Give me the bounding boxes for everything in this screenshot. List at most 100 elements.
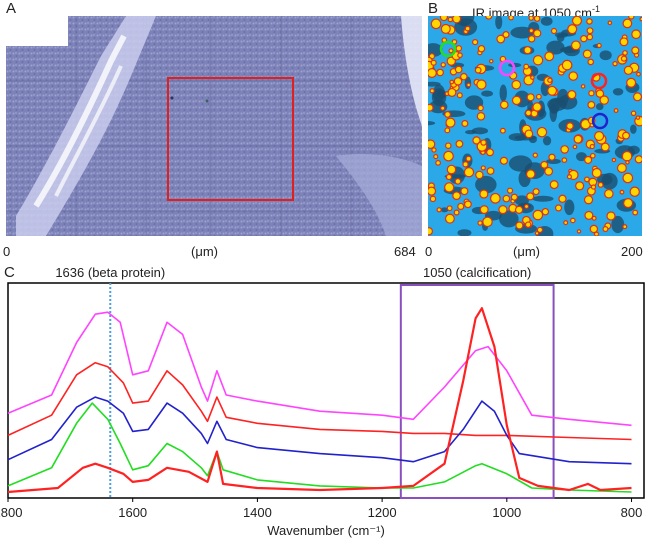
ir-dark-region [495,16,503,30]
ir-hotspot [434,155,438,158]
ir-hotspot [473,137,480,144]
ir-hotspot [428,228,432,235]
ir-hotspot [533,189,539,194]
ir-hotspot [592,185,595,189]
x-tick-label: 1000 [492,505,521,520]
ir-hotspot [476,171,483,178]
ir-hotspot [516,222,523,229]
ir-hotspot [455,179,461,184]
ir-hotspot [480,190,488,198]
ir-dark-region [564,199,575,216]
ir-hotspot [453,16,461,23]
ir-hotspot [445,128,450,133]
calcification-label: 1050 (calcification) [423,265,531,280]
panel-b-axis-start: 0 [425,244,433,259]
ir-hotspot [446,118,455,127]
ir-hotspot [595,132,603,140]
panel-a-axis-unit: (μm) [191,244,218,259]
ir-hotspot [447,206,452,210]
ir-image [428,16,642,236]
ir-hotspot [600,96,608,104]
mosaic-gap [6,16,68,46]
ir-hotspot [529,29,533,33]
ir-hotspot [478,46,484,52]
ir-hotspot [437,69,443,76]
ir-hotspot [548,78,552,82]
calcified-band [16,16,156,236]
ir-hotspot [527,94,534,101]
ir-hotspot [508,188,512,193]
ir-hotspot [633,210,637,215]
ir-hotspot [529,36,535,42]
ir-hotspot [501,129,505,133]
ir-hotspot [564,221,567,224]
ir-hotspot [537,128,546,137]
ir-hotspot [612,158,615,161]
ir-hotspot [590,145,594,148]
spectrum-line-red-calcified [7,307,632,494]
ir-hotspot [533,210,542,220]
x-tick-label: 1800 [0,505,22,520]
ir-hotspot [490,60,493,63]
ir-hotspot [473,40,478,44]
ir-hotspot [446,143,451,148]
roi-marker-dot [170,96,174,100]
ir-dark-region [499,210,519,228]
ir-hotspot [478,221,482,225]
ir-hotspot [454,78,462,85]
ir-hotspot [568,25,577,33]
ir-dark-region [475,175,497,194]
ir-hotspot [461,188,468,194]
ir-hotspot [537,95,541,99]
ir-hotspot [428,69,436,77]
ir-hotspot [523,67,531,75]
ir-dark-region [428,121,436,126]
ir-hotspot [637,73,640,76]
ir-hotspot [445,183,454,192]
ir-hotspot [572,41,580,50]
ir-hotspot [622,56,626,61]
ir-hotspot [623,51,627,55]
panel-b-axis-end: 200 [621,244,643,259]
ir-hotspot [450,80,453,84]
spectrum-line-red [7,361,632,441]
panel-b-letter: B [428,0,439,17]
ir-hotspot [456,141,463,147]
ir-hotspot [447,165,456,174]
ir-hotspot [463,162,468,167]
ir-dark-region [557,88,569,107]
ir-hotspot [585,157,591,163]
panel-a-letter: A [6,0,17,17]
ir-hotspot [458,204,464,209]
ir-dark-region [499,84,507,102]
ir-hotspot [465,26,470,31]
ir-hotspot [583,50,591,58]
ir-hotspot [623,19,632,28]
ir-hotspot [432,148,436,152]
ir-hotspot [545,52,553,60]
ir-hotspot [476,68,481,73]
ir-hotspot [634,93,641,101]
ir-hotspot [588,59,593,65]
ir-hotspot [573,16,581,25]
mosaic-tile-seams [6,16,422,236]
ir-dark-region [540,16,553,26]
beta-protein-label: 1636 (beta protein) [55,265,165,280]
ir-hotspot [500,57,505,62]
ir-hotspot [568,91,576,98]
spectrum-line-blue [7,396,632,465]
ir-hotspot [428,104,433,111]
ir-hotspot [535,16,540,21]
ir-hotspot [624,199,632,207]
ir-dark-region [576,152,587,162]
ir-dark-region [481,90,493,97]
x-tick-label: 1200 [368,505,397,520]
ir-hotspot [462,121,468,126]
ir-hotspot [531,110,538,117]
ir-hotspot [626,161,629,164]
ir-hotspot [548,87,556,95]
ir-hotspot [541,162,548,168]
ir-hotspot [623,132,629,139]
ir-hotspot [623,225,627,228]
